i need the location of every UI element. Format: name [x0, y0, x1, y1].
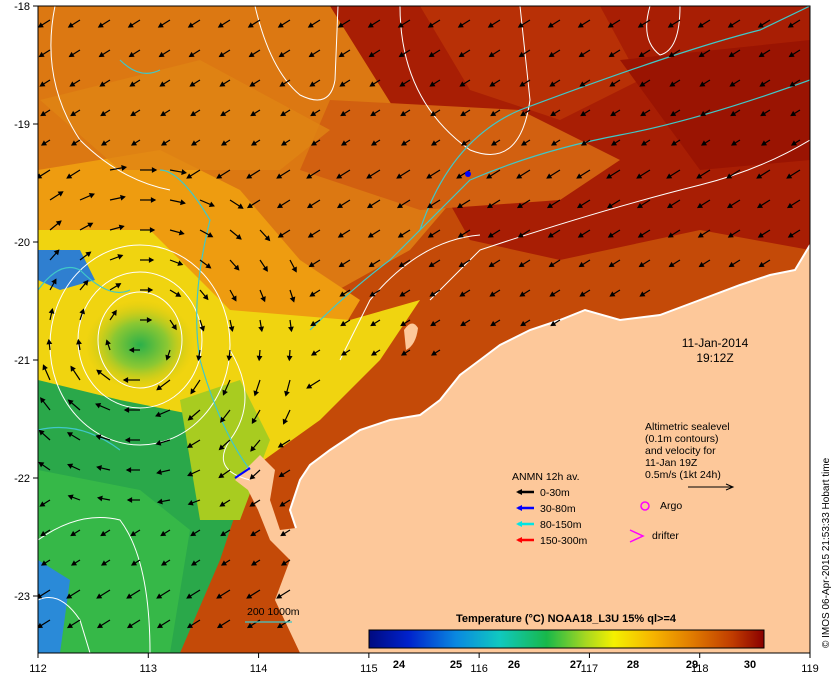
- svg-text:0.5m/s (1kt 24h): 0.5m/s (1kt 24h): [645, 469, 721, 481]
- latitude-axis: -18 -19 -20 -21 -22 -23: [14, 1, 38, 603]
- time-label: 19:12Z: [696, 351, 733, 365]
- colorbar-tick-label: 28: [627, 659, 639, 671]
- lon-tick-label: 112: [29, 663, 47, 675]
- svg-text:11-Jan 19Z: 11-Jan 19Z: [645, 457, 698, 469]
- lat-tick-label: -23: [14, 591, 30, 603]
- lon-tick-label: 113: [140, 663, 158, 675]
- svg-text:Argo: Argo: [660, 500, 682, 512]
- altimetry-legend: Altimetric sealevel (0.1m contours) and …: [645, 421, 735, 491]
- argo-legend: Argo: [640, 500, 682, 512]
- colorbar-tick-label: 25: [450, 659, 462, 671]
- lon-tick-label: 116: [470, 663, 488, 675]
- svg-text:Altimetric sealevel: Altimetric sealevel: [645, 421, 730, 433]
- lon-tick-label: 119: [801, 663, 819, 675]
- drifter-legend: drifter: [629, 529, 679, 543]
- lat-tick-label: -18: [14, 1, 30, 13]
- colorbar-tick-label: 29: [686, 659, 698, 671]
- lon-tick-label: 114: [250, 663, 268, 675]
- svg-text:200 1000m: 200 1000m: [247, 606, 300, 618]
- svg-text:and velocity for: and velocity for: [645, 445, 716, 457]
- sst-map: [38, 6, 810, 653]
- land-mainland: [235, 245, 810, 653]
- lon-tick-label: 117: [581, 663, 599, 675]
- lat-tick-label: -22: [14, 473, 30, 485]
- colorbar-tick-label: 26: [508, 659, 520, 671]
- anmn-depth-label: 80-150m: [540, 519, 582, 531]
- land-island: [404, 323, 418, 350]
- anmn-title: ANMN 12h av.: [512, 471, 580, 483]
- longitude-axis: 112 113 114 115 116 117 118 119: [29, 653, 819, 675]
- colorbar-tick-label: 27: [570, 659, 582, 671]
- svg-text:drifter: drifter: [652, 530, 679, 542]
- colorbar-title: Temperature (°C) NOAA18_L3U 15% ql>=4: [456, 613, 677, 625]
- anmn-legend: ANMN 12h av. 0-30m 30-80m 80-150m 150-300m: [512, 471, 588, 547]
- anmn-depth-label: 30-80m: [540, 503, 576, 515]
- lat-tick-label: -20: [14, 237, 30, 249]
- lon-tick-label: 118: [691, 663, 709, 675]
- isobath-legend: 200 1000m: [245, 606, 300, 623]
- temperature-colorbar: Temperature (°C) NOAA18_L3U 15% ql>=4 24…: [368, 613, 765, 671]
- credit-text: © IMOS 06-Apr-2015 21:53:33 Hobart time: [821, 457, 832, 648]
- lon-tick-label: 115: [360, 663, 378, 675]
- svg-text:(0.1m contours): (0.1m contours): [645, 433, 719, 445]
- anmn-depth-label: 0-30m: [540, 487, 570, 499]
- anmn-depth-label: 150-300m: [540, 535, 588, 547]
- lat-tick-label: -19: [14, 119, 30, 131]
- colorbar-tick-label: 24: [393, 659, 406, 671]
- date-label: 11-Jan-2014: [682, 336, 749, 350]
- map-frame: [37, 5, 811, 654]
- colorbar-tick-label: 30: [744, 659, 756, 671]
- lat-tick-label: -21: [14, 355, 30, 367]
